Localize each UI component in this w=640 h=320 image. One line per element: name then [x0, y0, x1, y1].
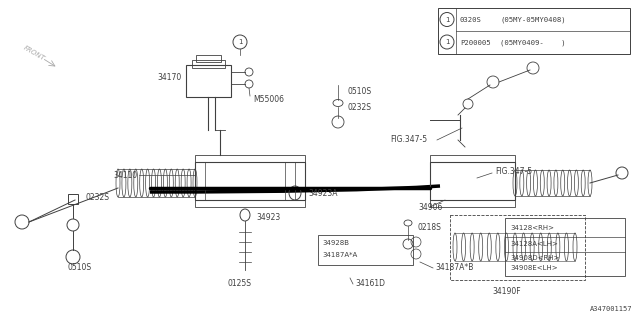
Text: 34187A*A: 34187A*A — [322, 252, 357, 258]
Text: 34110: 34110 — [114, 171, 138, 180]
Bar — [450, 215, 585, 280]
Text: 34190F: 34190F — [492, 286, 520, 295]
Text: 34170: 34170 — [157, 74, 182, 83]
Text: 34923A: 34923A — [308, 188, 337, 197]
Text: 34923: 34923 — [256, 213, 280, 222]
Text: 34928B: 34928B — [322, 240, 349, 246]
Bar — [192, 60, 225, 68]
Bar — [505, 218, 625, 276]
Text: 0232S: 0232S — [348, 103, 372, 113]
Text: 34906: 34906 — [418, 203, 442, 212]
Text: 1: 1 — [445, 39, 449, 45]
Text: P200005: P200005 — [460, 40, 491, 46]
Text: 0320S: 0320S — [460, 17, 482, 23]
Text: 34908D<RH>: 34908D<RH> — [510, 255, 559, 261]
Text: FRONT: FRONT — [22, 45, 45, 62]
Text: 0510S: 0510S — [68, 263, 92, 273]
Text: 0125S: 0125S — [228, 278, 252, 287]
Text: 0218S: 0218S — [418, 222, 442, 231]
Text: A347001157: A347001157 — [589, 306, 632, 312]
Text: 34128<RH>: 34128<RH> — [510, 225, 554, 231]
Bar — [430, 155, 515, 162]
Bar — [318, 235, 413, 265]
Text: (05MY-05MY0408): (05MY-05MY0408) — [500, 17, 566, 23]
Text: FIG.347-5: FIG.347-5 — [390, 135, 427, 145]
Bar — [195, 200, 305, 207]
Text: M55006: M55006 — [253, 95, 284, 105]
Bar — [195, 162, 305, 200]
Bar — [430, 162, 515, 200]
Text: 0510S: 0510S — [348, 87, 372, 97]
Bar — [438, 8, 630, 54]
Bar — [430, 200, 515, 207]
Text: 1: 1 — [445, 17, 449, 22]
Text: 34161D: 34161D — [355, 279, 385, 289]
Text: 0232S: 0232S — [86, 193, 110, 202]
Text: FIG.347-5: FIG.347-5 — [495, 167, 532, 177]
Text: 1: 1 — [237, 39, 243, 45]
Text: 34187A*B: 34187A*B — [435, 263, 474, 273]
Text: 34128A<LH>: 34128A<LH> — [510, 241, 558, 247]
Text: 34908E<LH>: 34908E<LH> — [510, 265, 557, 271]
Bar — [195, 155, 305, 162]
Bar — [196, 55, 221, 62]
Text: (05MY0409-    ): (05MY0409- ) — [500, 40, 566, 46]
Bar — [186, 65, 231, 97]
